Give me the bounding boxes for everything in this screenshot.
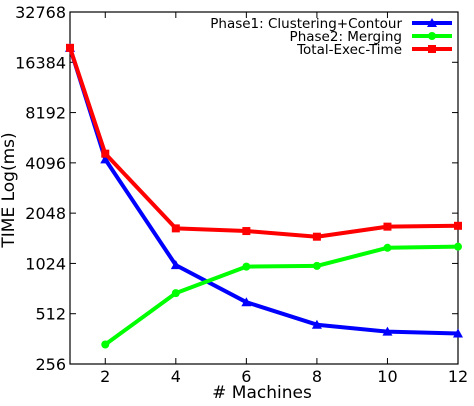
- data-point: [101, 340, 110, 349]
- series-line: [104, 244, 459, 347]
- y-tick-label: 512: [35, 305, 66, 324]
- series-3: [66, 43, 462, 241]
- data-point: [454, 221, 462, 230]
- data-point: [312, 232, 321, 241]
- series-2: [101, 242, 462, 349]
- legend-label: Phase2: Merging: [290, 29, 402, 45]
- x-tick-label: 8: [312, 367, 322, 386]
- x-tick-label: 6: [241, 367, 251, 386]
- x-axis-title: # Machines: [212, 383, 312, 403]
- data-point: [383, 222, 392, 231]
- x-axis: 2 4 6 8 10 12: [100, 12, 468, 386]
- data-point: [242, 262, 251, 271]
- y-axis-title: TIME Log(ms): [0, 132, 19, 248]
- plot-frame: [69, 11, 459, 365]
- y-tick-label: 2048: [25, 204, 66, 223]
- x-tick-label: 10: [377, 367, 397, 386]
- data-point: [382, 326, 393, 336]
- data-point: [312, 261, 321, 270]
- x-tick-label: 2: [100, 367, 110, 386]
- y-tick-label: 1024: [25, 254, 66, 273]
- plot-border: [69, 11, 459, 365]
- y-tick-label: 256: [35, 355, 66, 374]
- data-point: [242, 227, 251, 236]
- data-point: [66, 43, 74, 52]
- y-tick-label: 4096: [25, 154, 66, 173]
- series-1: [65, 42, 463, 338]
- legend-marker: [428, 32, 436, 40]
- series-line: [68, 47, 459, 336]
- data-point: [311, 319, 322, 329]
- y-tick-label: 32768: [15, 3, 66, 22]
- data-point: [101, 149, 110, 158]
- data-point: [453, 328, 463, 338]
- legend-marker: [427, 18, 437, 27]
- x-tick-label: 12: [448, 367, 468, 386]
- y-axis: 256 512 1024 2048 4096 8192 16384 32768: [15, 3, 458, 374]
- x-tick-label: 4: [171, 367, 181, 386]
- legend-marker: [428, 45, 436, 53]
- data-point: [241, 297, 252, 307]
- data-point: [170, 260, 181, 270]
- y-tick-label: 16384: [15, 53, 66, 72]
- series-line: [68, 47, 459, 239]
- legend-label: Total-Exec-Time: [296, 42, 402, 58]
- data-point: [171, 289, 180, 298]
- series-layer: [65, 42, 463, 349]
- data-point: [383, 243, 392, 252]
- legend-label: Phase1: Clustering+Contour: [210, 16, 402, 32]
- data-point: [454, 242, 462, 251]
- data-point: [171, 224, 180, 233]
- data-point: [100, 154, 111, 164]
- y-tick-label: 8192: [25, 104, 66, 123]
